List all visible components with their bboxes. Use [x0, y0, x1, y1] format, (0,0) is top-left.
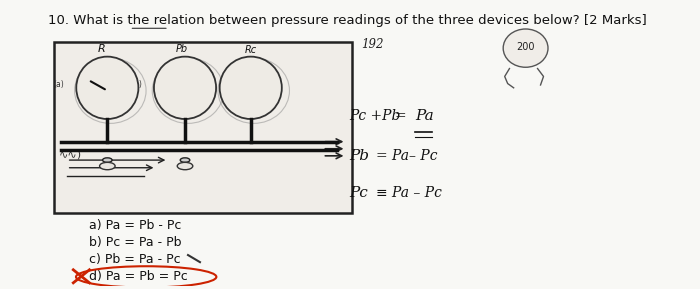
Text: Pb: Pb	[176, 44, 188, 54]
Ellipse shape	[503, 29, 548, 67]
Circle shape	[103, 158, 112, 162]
Text: Rc: Rc	[245, 45, 257, 55]
Circle shape	[177, 162, 192, 170]
Text: (a): (a)	[54, 80, 64, 90]
Text: b) Pc = Pa - Pb: b) Pc = Pa - Pb	[90, 236, 182, 249]
Text: Pb: Pb	[349, 149, 370, 163]
Text: Pa: Pa	[415, 109, 434, 123]
Text: Pc +Pb: Pc +Pb	[349, 109, 400, 123]
Ellipse shape	[220, 57, 282, 119]
Text: 10. What is the relation between pressure readings of the three devices below? [: 10. What is the relation between pressur…	[48, 14, 646, 27]
Text: =: =	[394, 109, 406, 123]
Ellipse shape	[76, 57, 139, 119]
Text: 200: 200	[517, 42, 535, 52]
Bar	[54, 42, 352, 212]
Text: Pc: Pc	[349, 186, 368, 200]
Ellipse shape	[154, 57, 216, 119]
Circle shape	[180, 158, 190, 162]
Text: (b): (b)	[131, 80, 142, 90]
Text: (c): (c)	[197, 80, 208, 90]
Text: R: R	[97, 44, 105, 54]
Text: d) Pa = Pb = Pc: d) Pa = Pb = Pc	[90, 271, 188, 284]
Text: 192: 192	[361, 38, 384, 51]
Text: c) Pb = Pa - Pc: c) Pb = Pa - Pc	[90, 253, 181, 266]
Text: = Pa– Pc: = Pa– Pc	[376, 149, 438, 163]
Circle shape	[99, 162, 115, 170]
Text: ≡ Pa – Pc: ≡ Pa – Pc	[376, 186, 442, 200]
Text: ∿∿): ∿∿)	[59, 149, 82, 160]
Text: a) Pa = Pb - Pc: a) Pa = Pb - Pc	[90, 219, 182, 232]
